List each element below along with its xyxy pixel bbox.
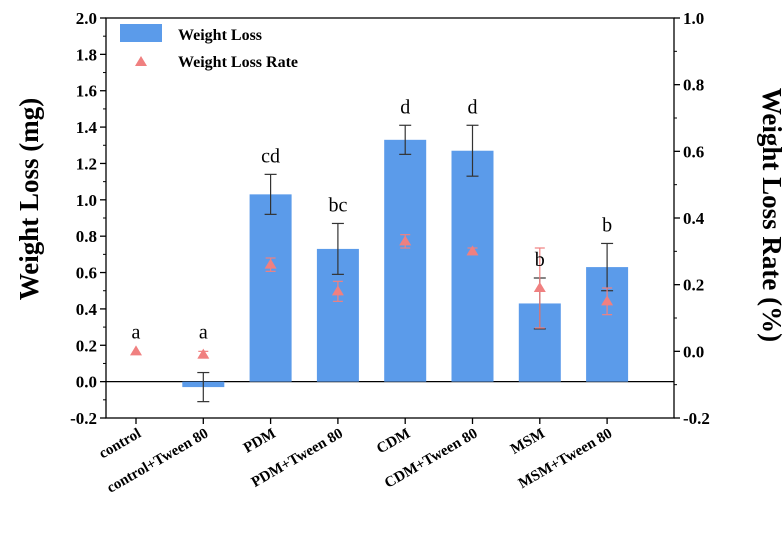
left-y-axis: -0.2 0.0 0.2 0.4 0.6 0.8 1.0 1.2 1.4 1.6 1.8 2.0 [70,9,106,428]
significance-label: b [602,214,612,236]
left-tick-label: 1.0 [76,191,97,210]
left-tick-label: 0.0 [76,373,97,392]
right-y-axis: -0.2 0.0 0.2 0.4 0.6 0.8 1.0 [674,9,710,428]
bar [384,139,427,382]
legend-swatch-weight-loss [120,24,162,42]
left-tick-label: 1.2 [76,154,97,173]
legend-label-weight-loss-rate: Weight Loss Rate [178,54,298,71]
left-tick-label: 0.4 [76,300,98,319]
left-tick-label: 2.0 [76,9,97,28]
right-tick-label: 0.4 [683,209,705,228]
rate-marker [466,245,479,256]
rate-marker [264,258,277,269]
significance-label: cd [261,145,280,167]
right-axis-title: Weight Loss Rate (%) [757,88,784,342]
right-tick-label: 0.6 [683,142,704,161]
left-axis-title: Weight Loss (mg) [14,98,44,301]
right-tick-label: 1.0 [683,9,704,28]
legend-marker-weight-loss-rate [135,56,147,66]
significance-label: d [400,96,410,118]
significance-label: a [132,322,141,344]
right-tick-label: 0.8 [683,76,704,95]
category-label: CDM [374,426,413,458]
legend-label-weight-loss: Weight Loss [178,27,262,44]
rate-marker [399,235,412,246]
left-tick-label: -0.2 [70,409,97,428]
left-tick-label: 0.6 [76,264,97,283]
right-tick-label: 0.2 [683,276,704,295]
bar [249,194,292,382]
rate-marker [130,345,142,356]
bar-series-weight-loss [182,139,629,388]
legend: Weight Loss Weight Loss Rate [120,24,298,71]
significance-label: a [199,322,208,344]
category-label: MSM [508,426,548,458]
rate-marker [601,295,614,306]
right-tick-label: 0.0 [683,342,704,361]
significance-label: d [468,96,478,118]
marker-series-weight-loss-rate [130,235,614,359]
bar [451,150,494,382]
category-label: PDM [241,426,279,457]
left-tick-label: 1.4 [76,118,98,137]
rate-marker [533,282,546,292]
rate-marker [197,348,210,359]
significance-labels: a a cd bc d d b b [132,96,613,343]
significance-label: b [535,249,545,271]
left-tick-label: 0.2 [76,336,97,355]
left-tick-label: 0.8 [76,227,97,246]
category-label: control [97,426,144,463]
significance-label: bc [328,194,347,216]
left-tick-label: 1.8 [76,45,97,64]
left-tick-label: 1.6 [76,82,97,101]
right-tick-label: -0.2 [683,409,710,428]
rate-marker [331,285,344,296]
